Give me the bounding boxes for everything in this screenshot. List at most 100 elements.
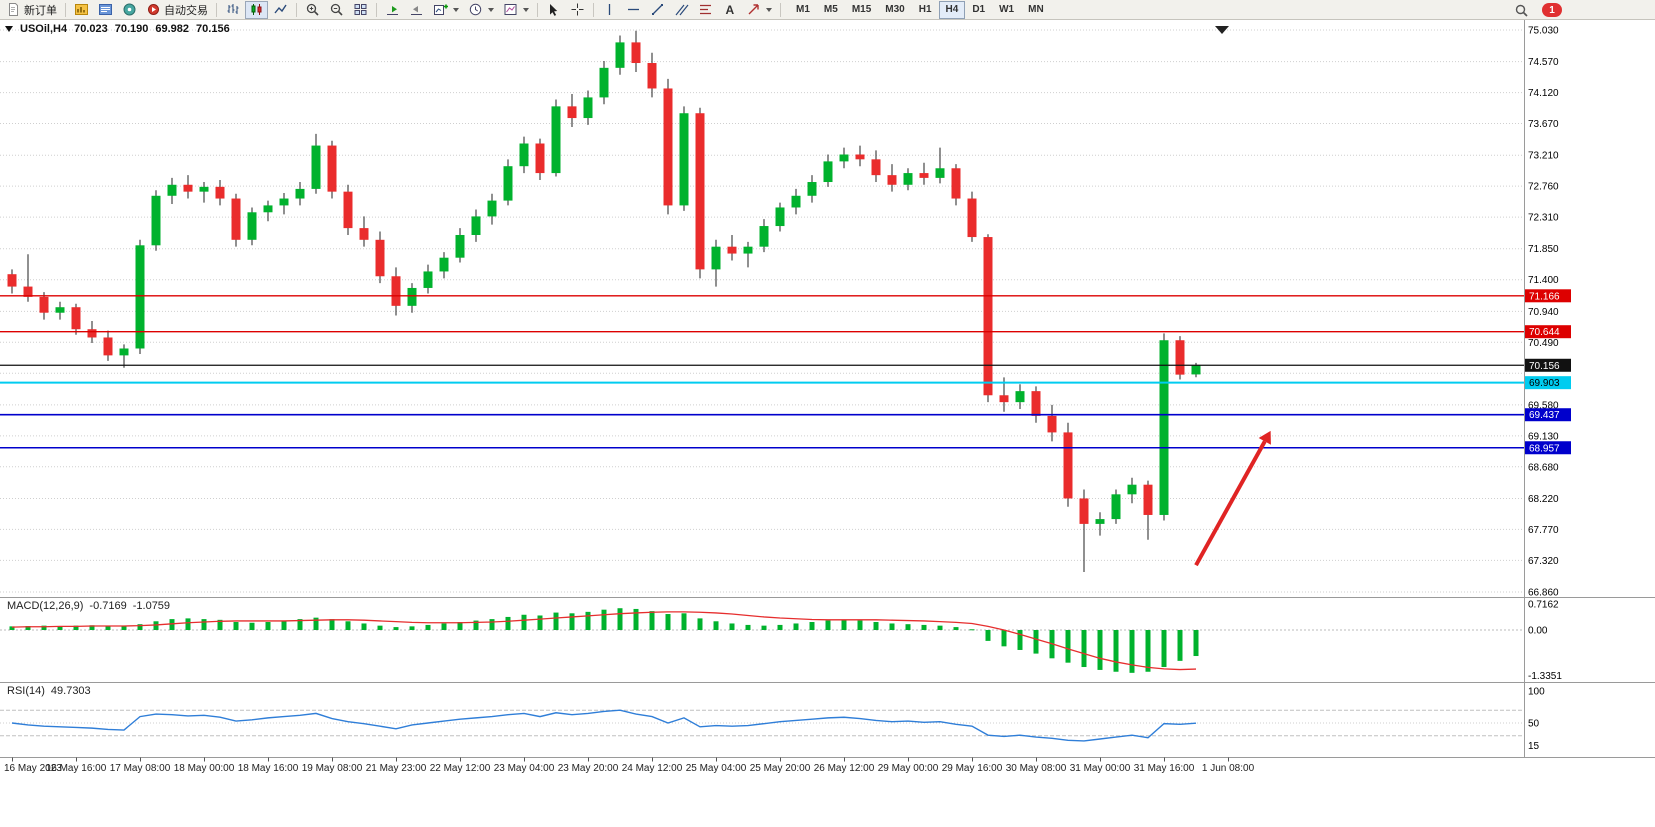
candle-body bbox=[103, 337, 113, 356]
timeframe-w1[interactable]: W1 bbox=[992, 1, 1021, 19]
trend-arrow-annotation[interactable] bbox=[1194, 430, 1271, 567]
rsi-axis-label: 100 bbox=[1528, 687, 1545, 698]
auto-scroll-button[interactable] bbox=[381, 1, 404, 19]
crosshair-button[interactable] bbox=[566, 1, 589, 19]
candle-body bbox=[119, 348, 129, 356]
time-axis-label: 29 May 00:00 bbox=[878, 763, 939, 774]
candle-body bbox=[295, 188, 305, 199]
candle-body bbox=[999, 395, 1009, 403]
candle-body bbox=[183, 184, 193, 192]
candle-body bbox=[631, 42, 641, 64]
channel-tool-button[interactable] bbox=[670, 1, 693, 19]
fibonacci-tool-button[interactable] bbox=[694, 1, 717, 19]
time-axis-label: 29 May 16:00 bbox=[942, 763, 1003, 774]
chart-shift-button[interactable] bbox=[405, 1, 428, 19]
new-order-icon bbox=[6, 2, 21, 17]
candle-body bbox=[487, 200, 497, 217]
timeframe-d1[interactable]: D1 bbox=[965, 1, 992, 19]
new-order-button[interactable]: 新订单 bbox=[2, 1, 61, 19]
channel-icon bbox=[674, 2, 689, 17]
text-tool-button[interactable]: A bbox=[718, 1, 741, 19]
candle-body bbox=[359, 228, 369, 240]
price-axis-label: 71.850 bbox=[1528, 244, 1559, 255]
line-chart-button[interactable] bbox=[269, 1, 292, 19]
bar-chart-button[interactable] bbox=[221, 1, 244, 19]
time-axis-label: 26 May 12:00 bbox=[814, 763, 875, 774]
candle-body bbox=[167, 184, 177, 196]
timeframe-m1[interactable]: M1 bbox=[789, 1, 817, 19]
candle-body bbox=[695, 113, 705, 270]
candle-body bbox=[855, 154, 865, 160]
candle-body bbox=[423, 271, 433, 288]
candle-body bbox=[1159, 340, 1169, 515]
time-axis-label: 1 Jun 08:00 bbox=[1202, 763, 1255, 774]
price-tag: 69.903 bbox=[1525, 376, 1571, 390]
candle-body bbox=[1031, 391, 1041, 416]
arrows-tool-button[interactable] bbox=[742, 1, 776, 19]
data-window-button[interactable] bbox=[94, 1, 117, 19]
candle-body bbox=[1143, 484, 1153, 515]
candle-body bbox=[759, 226, 769, 247]
candle-body bbox=[743, 246, 753, 254]
search-button[interactable] bbox=[1510, 1, 1533, 19]
timeframe-m15[interactable]: M15 bbox=[845, 1, 878, 19]
macd-title: MACD(12,26,9) bbox=[7, 600, 84, 612]
zoom-in-button[interactable] bbox=[301, 1, 324, 19]
timeframe-h1[interactable]: H1 bbox=[912, 1, 939, 19]
svg-text:69.437: 69.437 bbox=[1529, 410, 1560, 421]
chart-shift-marker[interactable] bbox=[1215, 26, 1229, 34]
candle-body bbox=[823, 161, 833, 183]
templates-button[interactable] bbox=[499, 1, 533, 19]
candle-body bbox=[1191, 365, 1201, 375]
candle-body bbox=[1079, 498, 1089, 524]
svg-text:A: A bbox=[726, 3, 735, 17]
macd-signal-value: -1.0759 bbox=[132, 600, 171, 612]
time-axis-label: 25 May 20:00 bbox=[750, 763, 811, 774]
cursor-button[interactable] bbox=[542, 1, 565, 19]
candle-body bbox=[391, 276, 401, 306]
price-axis-label: 70.940 bbox=[1528, 307, 1559, 318]
candle-body bbox=[439, 257, 449, 272]
autotrading-button[interactable]: 自动交易 bbox=[142, 1, 212, 19]
symbol-expand-icon[interactable] bbox=[5, 26, 13, 32]
trendline-tool-button[interactable] bbox=[646, 1, 669, 19]
candle-body bbox=[935, 168, 945, 178]
candle-body bbox=[871, 159, 881, 176]
cursor-icon bbox=[546, 2, 561, 17]
vertical-line-tool-button[interactable] bbox=[598, 1, 621, 19]
macd-axis-label: 0.7162 bbox=[1528, 600, 1559, 611]
svg-text:69.903: 69.903 bbox=[1529, 378, 1560, 389]
macd-signal-line bbox=[11, 611, 1197, 671]
candle-body bbox=[1111, 494, 1121, 520]
time-axis-label: 21 May 23:00 bbox=[366, 763, 427, 774]
horizontal-line-tool-button[interactable] bbox=[622, 1, 645, 19]
arrow-tool-icon bbox=[746, 2, 761, 17]
toolbar-separator bbox=[780, 2, 781, 17]
candle-body bbox=[1175, 340, 1185, 375]
dropdown-caret-icon bbox=[453, 7, 459, 12]
time-axis-label: 23 May 04:00 bbox=[494, 763, 555, 774]
timeframe-m30[interactable]: M30 bbox=[878, 1, 911, 19]
timeframe-mn[interactable]: MN bbox=[1021, 1, 1051, 19]
zoom-out-button[interactable] bbox=[325, 1, 348, 19]
candlestick-chart-button[interactable] bbox=[245, 0, 268, 19]
add-indicator-button[interactable] bbox=[429, 1, 463, 19]
zoom-out-icon bbox=[329, 2, 344, 17]
candle-body bbox=[455, 234, 465, 258]
line-chart-icon bbox=[273, 2, 288, 17]
candle-body bbox=[983, 237, 993, 396]
time-axis-label: 23 May 20:00 bbox=[558, 763, 619, 774]
navigator-button[interactable] bbox=[118, 1, 141, 19]
candle-body bbox=[903, 173, 913, 185]
timeframe-m5[interactable]: M5 bbox=[817, 1, 845, 19]
tile-windows-button[interactable] bbox=[349, 1, 372, 19]
periods-button[interactable] bbox=[464, 1, 498, 19]
market-watch-button[interactable] bbox=[70, 1, 93, 19]
notification-badge[interactable]: 1 bbox=[1542, 3, 1562, 17]
time-axis-label: 16 May 2023 bbox=[4, 763, 62, 774]
timeframe-h4[interactable]: H4 bbox=[938, 0, 966, 19]
candle-body bbox=[1095, 519, 1105, 524]
rsi-indicator-label: RSI(14) 49.7303 bbox=[7, 685, 91, 697]
